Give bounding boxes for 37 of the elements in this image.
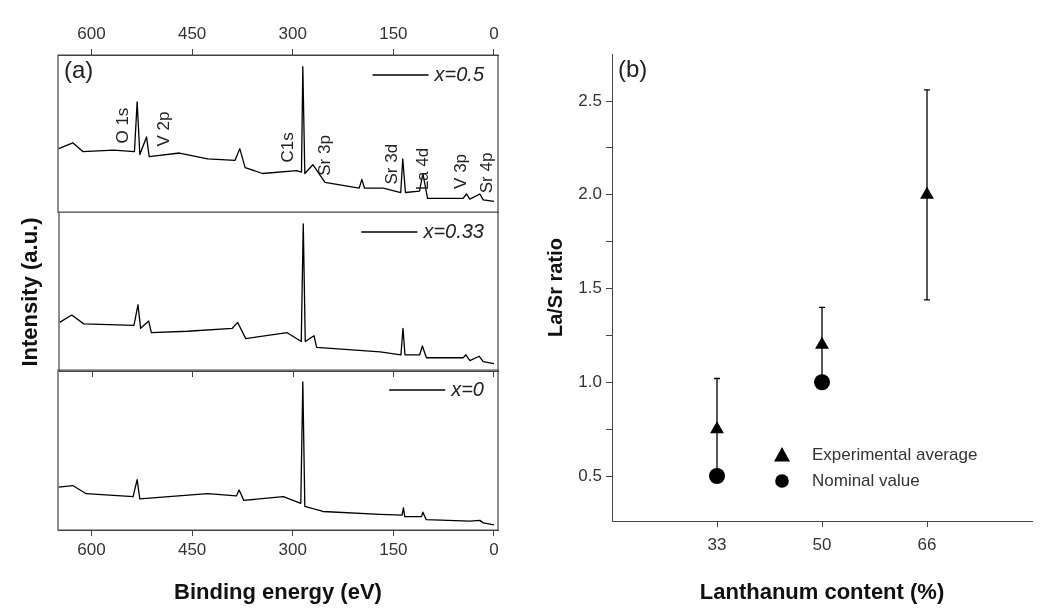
- x-tick-label: 300: [278, 24, 307, 44]
- x-tick-label: 450: [177, 24, 207, 44]
- y-axis-title: La/Sr ratio: [543, 238, 566, 338]
- y-tick-label: 0.5: [578, 465, 602, 485]
- legend-label: x=0: [450, 377, 484, 400]
- legend-label: Experimental average: [812, 444, 978, 464]
- x-tick-label: 0: [489, 539, 499, 559]
- x-tick-label: 33: [707, 534, 727, 554]
- x-axis-title: Lanthanum content (%): [699, 578, 945, 604]
- x-tick-label: 66: [917, 534, 937, 554]
- annotation: Sr 4p: [476, 152, 496, 194]
- annotation: La 4d: [413, 147, 433, 191]
- y-tick-label: 2.0: [578, 184, 602, 204]
- legend-label: x=0.33: [422, 219, 484, 242]
- x-axis-title: Binding energy (eV): [174, 578, 382, 604]
- x-tick-label: 600: [77, 24, 106, 44]
- x-tick-label: 150: [379, 24, 408, 44]
- x-tick-label: 600: [77, 539, 106, 559]
- y-tick-label: 1.5: [578, 278, 602, 298]
- x-tick-label: 50: [812, 534, 832, 554]
- annotation: (a): [64, 55, 94, 83]
- annotation: O 1s: [113, 107, 133, 144]
- x-tick-label: 0: [489, 24, 499, 44]
- legend-label: Nominal value: [812, 470, 920, 490]
- y-tick-label: 1.0: [578, 371, 602, 391]
- annotation: C1s: [278, 132, 298, 163]
- annotation: (b): [618, 54, 648, 82]
- y-tick-label: 2.5: [578, 90, 602, 110]
- x-tick-label: 150: [379, 539, 408, 559]
- x-tick-label: 300: [278, 539, 307, 559]
- legend-label: x=0.5: [433, 62, 485, 85]
- annotation: Sr 3d: [381, 143, 401, 185]
- y-axis-title: Intensity (a.u.): [17, 217, 43, 367]
- annotation: Sr 3p: [314, 135, 334, 176]
- x-tick-label: 450: [177, 539, 207, 559]
- annotation: V 3p: [450, 153, 470, 189]
- annotation: V 2p: [154, 111, 174, 147]
